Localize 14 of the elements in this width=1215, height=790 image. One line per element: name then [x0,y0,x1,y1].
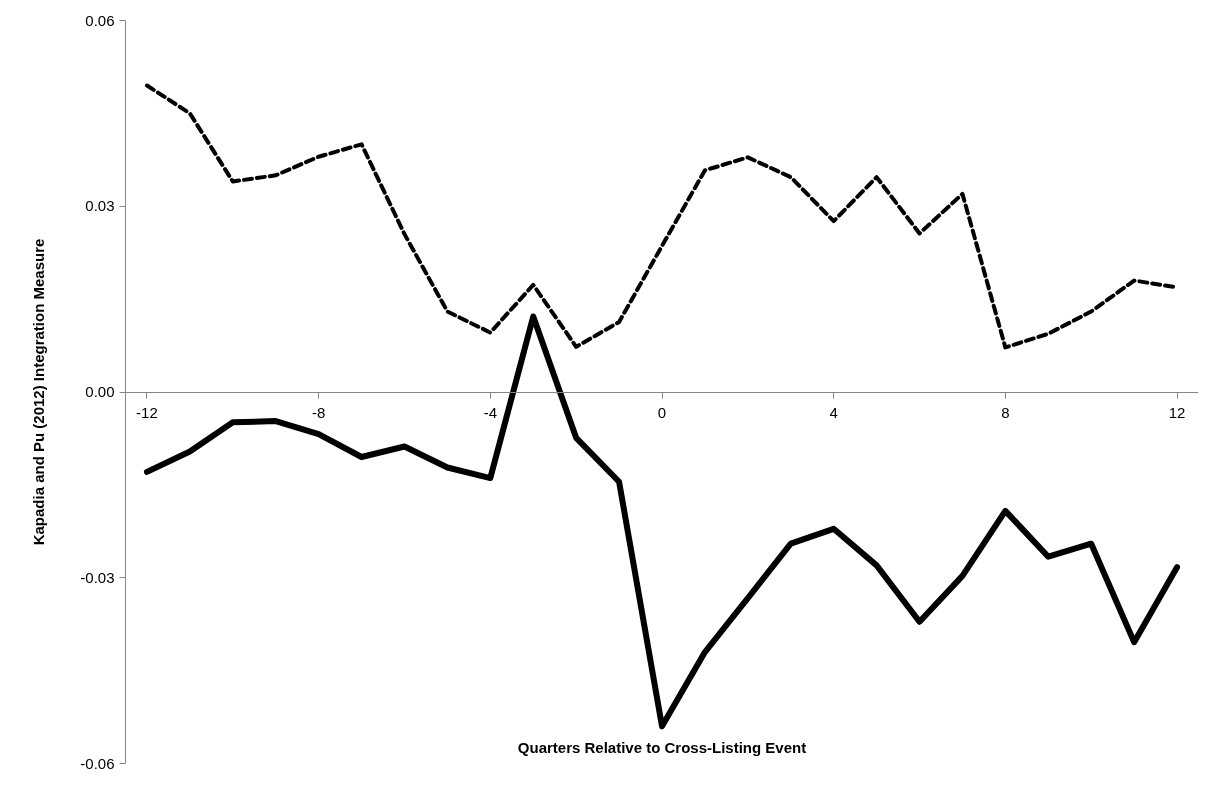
x-tick-label: -4 [483,404,497,421]
y-tick-label: -0.06 [80,754,115,772]
x-tick-label: 12 [1168,404,1186,421]
x-tick-label: 4 [829,404,838,421]
y-tick-label: 0.06 [85,11,115,29]
y-tick-label: 0.03 [85,197,115,215]
x-tick-label: -12 [136,404,158,421]
y-tick-label: -0.03 [80,568,115,586]
x-tick-label: 0 [657,404,667,421]
y-axis-title: Kapadia and Pu (2012) Integration Measure [30,238,48,546]
x-axis-title: Quarters Relative to Cross-Listing Event [517,738,807,756]
x-tick-label: 8 [1001,404,1010,421]
x-tick-label: -8 [311,404,326,421]
y-tick-label: 0.00 [85,383,115,400]
